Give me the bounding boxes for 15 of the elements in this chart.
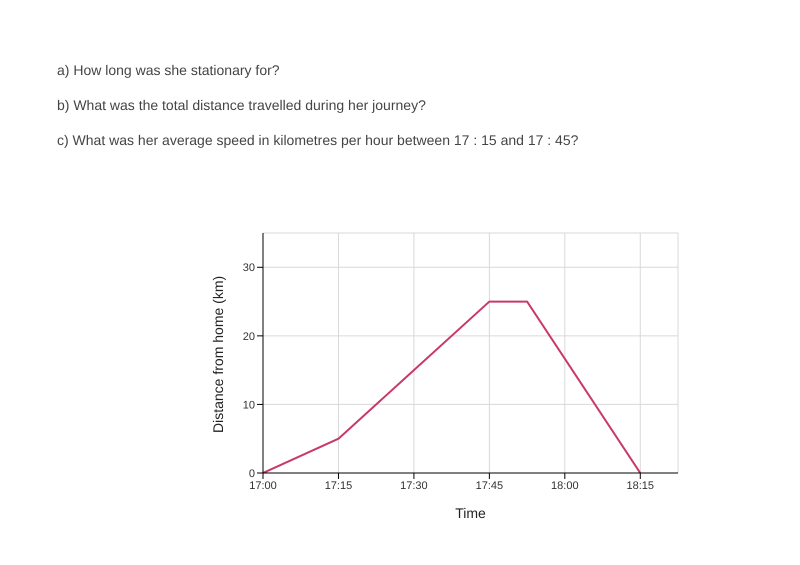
text: b) What was the total distance travelled during her journey? [57,97,427,113]
y-axis-title: Distance from home (km) [210,276,226,433]
y-tick-label: 30 [242,262,255,274]
y-tick-label: 20 [242,330,255,343]
x-axis-title: Time [455,505,486,521]
x-tick-label: 18:15 [626,480,654,492]
x-tick-label: 17:15 [324,480,352,492]
y-tick-label: 10 [242,399,255,412]
x-tick-label: 17:30 [400,480,428,492]
text: a) How long was she stationary for? [57,62,281,78]
x-tick-label: 18:00 [551,480,579,492]
x-tick-label: 17:45 [476,480,504,492]
y-tick-label: 0 [248,468,255,480]
x-tick-label: 17:00 [249,480,277,492]
text: c) What was her average speed in kilometres per hour between 17 : 15 and 17 : 45? [57,132,578,148]
